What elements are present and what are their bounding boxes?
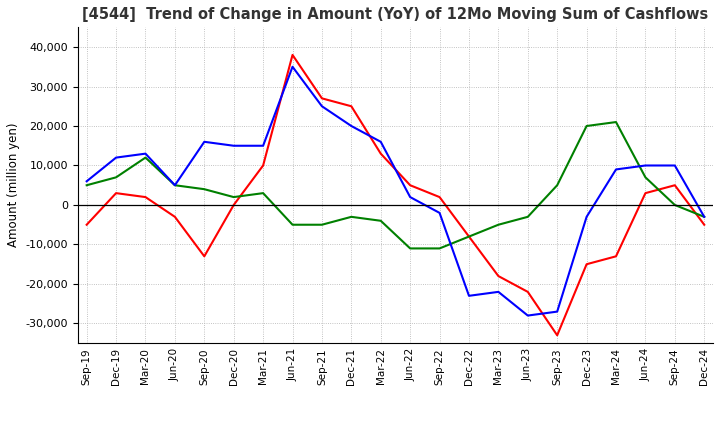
Investing Cashflow xyxy=(641,175,649,180)
Investing Cashflow xyxy=(318,222,326,227)
Investing Cashflow xyxy=(82,183,91,188)
Free Cashflow xyxy=(141,151,150,156)
Title: [4544]  Trend of Change in Amount (YoY) of 12Mo Moving Sum of Cashflows: [4544] Trend of Change in Amount (YoY) o… xyxy=(82,7,708,22)
Free Cashflow xyxy=(494,289,503,294)
Operating Cashflow xyxy=(288,52,297,58)
Investing Cashflow xyxy=(464,234,473,239)
Free Cashflow xyxy=(112,155,120,160)
Operating Cashflow xyxy=(464,234,473,239)
Free Cashflow xyxy=(377,139,385,144)
Operating Cashflow xyxy=(171,214,179,220)
Investing Cashflow xyxy=(258,191,267,196)
Free Cashflow xyxy=(464,293,473,298)
Operating Cashflow xyxy=(82,222,91,227)
Free Cashflow xyxy=(171,183,179,188)
Operating Cashflow xyxy=(347,103,356,109)
Free Cashflow xyxy=(200,139,209,144)
Investing Cashflow xyxy=(347,214,356,220)
Investing Cashflow xyxy=(200,187,209,192)
Free Cashflow xyxy=(553,309,562,314)
Operating Cashflow xyxy=(318,96,326,101)
Investing Cashflow xyxy=(141,155,150,160)
Line: Operating Cashflow: Operating Cashflow xyxy=(86,55,704,335)
Free Cashflow xyxy=(670,163,679,168)
Operating Cashflow xyxy=(494,273,503,279)
Investing Cashflow xyxy=(377,218,385,224)
Operating Cashflow xyxy=(436,194,444,200)
Investing Cashflow xyxy=(612,119,621,125)
Investing Cashflow xyxy=(171,183,179,188)
Operating Cashflow xyxy=(523,289,532,294)
Operating Cashflow xyxy=(406,183,415,188)
Operating Cashflow xyxy=(700,222,708,227)
Investing Cashflow xyxy=(288,222,297,227)
Investing Cashflow xyxy=(700,214,708,220)
Line: Free Cashflow: Free Cashflow xyxy=(86,67,704,315)
Free Cashflow xyxy=(288,64,297,70)
Free Cashflow xyxy=(700,214,708,220)
Free Cashflow xyxy=(347,123,356,128)
Operating Cashflow xyxy=(612,254,621,259)
Free Cashflow xyxy=(436,210,444,216)
Line: Investing Cashflow: Investing Cashflow xyxy=(86,122,704,249)
Free Cashflow xyxy=(230,143,238,148)
Free Cashflow xyxy=(258,143,267,148)
Operating Cashflow xyxy=(582,261,591,267)
Investing Cashflow xyxy=(523,214,532,220)
Investing Cashflow xyxy=(406,246,415,251)
Operating Cashflow xyxy=(641,191,649,196)
Free Cashflow xyxy=(612,167,621,172)
Operating Cashflow xyxy=(553,333,562,338)
Free Cashflow xyxy=(582,214,591,220)
Y-axis label: Amount (million yen): Amount (million yen) xyxy=(7,123,20,247)
Free Cashflow xyxy=(641,163,649,168)
Free Cashflow xyxy=(523,313,532,318)
Free Cashflow xyxy=(82,179,91,184)
Free Cashflow xyxy=(406,194,415,200)
Investing Cashflow xyxy=(436,246,444,251)
Investing Cashflow xyxy=(494,222,503,227)
Free Cashflow xyxy=(318,103,326,109)
Investing Cashflow xyxy=(553,183,562,188)
Investing Cashflow xyxy=(582,123,591,128)
Operating Cashflow xyxy=(258,163,267,168)
Operating Cashflow xyxy=(112,191,120,196)
Operating Cashflow xyxy=(200,254,209,259)
Operating Cashflow xyxy=(230,202,238,208)
Investing Cashflow xyxy=(670,202,679,208)
Investing Cashflow xyxy=(112,175,120,180)
Operating Cashflow xyxy=(670,183,679,188)
Operating Cashflow xyxy=(377,151,385,156)
Investing Cashflow xyxy=(230,194,238,200)
Operating Cashflow xyxy=(141,194,150,200)
